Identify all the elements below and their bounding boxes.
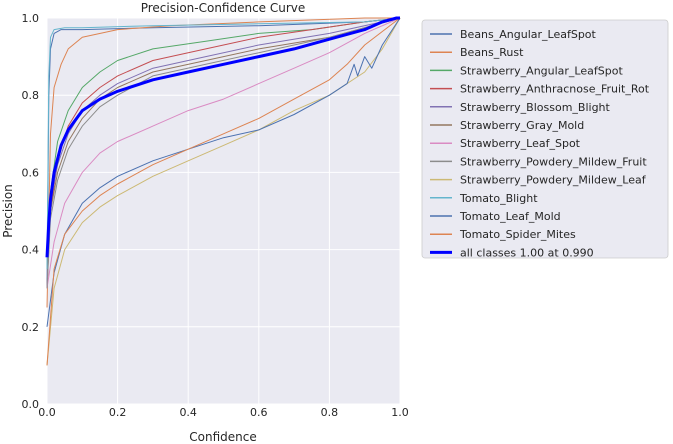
x-tick-label: 0.2 bbox=[109, 406, 127, 419]
legend-label: Beans_Rust bbox=[460, 46, 524, 59]
legend-label: Strawberry_Angular_LeafSpot bbox=[460, 64, 623, 77]
series-line-6 bbox=[46, 17, 401, 289]
y-tick-label: 0.8 bbox=[22, 89, 40, 102]
legend-items: Beans_Angular_LeafSpot Beans_Rust Strawber… bbox=[430, 28, 650, 259]
series-line-12 bbox=[45, 16, 400, 258]
y-axis-label: Precision bbox=[1, 184, 15, 238]
plot-background bbox=[47, 18, 400, 404]
legend-label: Strawberry_Powdery_Mildew_Leaf bbox=[460, 174, 647, 187]
legend-label: Strawberry_Leaf_Spot bbox=[460, 137, 581, 150]
series-line-0 bbox=[46, 17, 401, 289]
legend-label: Strawberry_Blossom_Blight bbox=[460, 101, 611, 114]
legend-label: Tomato_Spider_Mites bbox=[459, 228, 576, 241]
legend-label: Strawberry_Anthracnose_Fruit_Rot bbox=[460, 83, 650, 96]
series-line-4 bbox=[46, 17, 401, 289]
series-lines bbox=[45, 16, 401, 366]
x-axis-label: Confidence bbox=[189, 430, 256, 444]
x-tick-label: 1.0 bbox=[391, 406, 409, 419]
legend-box bbox=[421, 19, 669, 259]
y-tick-label: 1.0 bbox=[22, 12, 40, 25]
legend-label: Strawberry_Gray_Mold bbox=[460, 119, 584, 132]
series-line-11 bbox=[46, 17, 401, 366]
legend-label: all classes 1.00 at 0.990 bbox=[460, 246, 594, 259]
x-tick-label: 0.6 bbox=[250, 406, 268, 419]
y-tick-label: 0.4 bbox=[22, 244, 40, 257]
x-tick-label: 0.8 bbox=[321, 406, 339, 419]
legend-label: Tomato_Blight bbox=[459, 192, 538, 205]
series-line-10 bbox=[46, 17, 401, 327]
y-tick-label: 0.0 bbox=[22, 398, 40, 411]
legend: Beans_Angular_LeafSpot Beans_Rust Strawber… bbox=[421, 19, 669, 259]
tick-labels: 0.0 0.2 0.4 0.6 0.8 1.0 0.0 0.2 0.4 0.6 0.8 1.0 bbox=[22, 12, 409, 419]
y-tick-label: 0.6 bbox=[22, 166, 40, 179]
x-tick-label: 0.0 bbox=[38, 406, 56, 419]
legend-label: Strawberry_Powdery_Mildew_Fruit bbox=[460, 155, 647, 168]
x-tick-label: 0.4 bbox=[179, 406, 197, 419]
series-line-8 bbox=[46, 17, 401, 366]
series-line-5 bbox=[46, 17, 401, 269]
series-line-9 bbox=[46, 17, 401, 269]
y-tick-label: 0.2 bbox=[22, 321, 40, 334]
legend-label: Tomato_Leaf_Mold bbox=[459, 210, 561, 223]
chart-title: Precision-Confidence Curve bbox=[141, 1, 306, 15]
series-line-7 bbox=[46, 17, 401, 289]
series-line-1 bbox=[46, 17, 400, 308]
legend-label: Beans_Angular_LeafSpot bbox=[460, 28, 597, 41]
